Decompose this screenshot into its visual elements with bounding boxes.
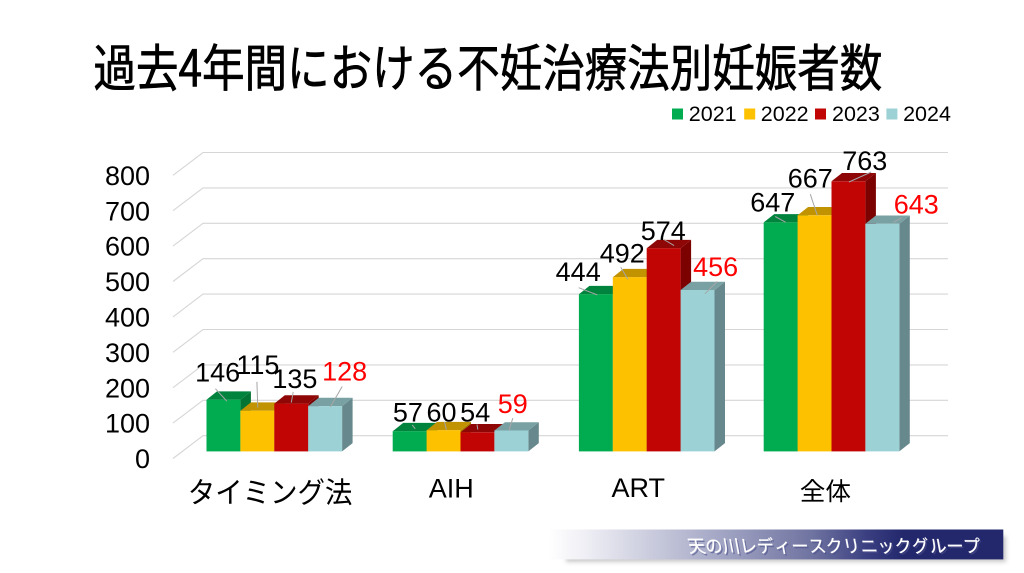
svg-text:128: 128 xyxy=(322,357,367,387)
svg-text:54: 54 xyxy=(460,398,490,428)
svg-text:300: 300 xyxy=(105,338,150,368)
svg-text:60: 60 xyxy=(426,398,456,428)
svg-text:456: 456 xyxy=(693,252,738,282)
svg-text:146: 146 xyxy=(195,358,240,388)
svg-text:100: 100 xyxy=(105,409,150,439)
svg-text:ART: ART xyxy=(612,473,666,503)
svg-text:115: 115 xyxy=(236,350,279,380)
svg-text:643: 643 xyxy=(894,189,939,219)
svg-text:2024: 2024 xyxy=(903,102,951,126)
svg-text:59: 59 xyxy=(498,389,528,419)
svg-text:800: 800 xyxy=(105,161,150,191)
svg-text:763: 763 xyxy=(842,146,887,176)
svg-text:492: 492 xyxy=(600,239,645,269)
svg-text:0: 0 xyxy=(135,444,150,474)
svg-text:647: 647 xyxy=(750,188,795,218)
svg-text:200: 200 xyxy=(105,373,150,403)
svg-text:400: 400 xyxy=(105,303,150,333)
svg-text:600: 600 xyxy=(105,232,150,262)
svg-text:135: 135 xyxy=(272,364,317,394)
svg-text:AIH: AIH xyxy=(429,473,474,503)
svg-text:2023: 2023 xyxy=(832,102,880,126)
svg-text:667: 667 xyxy=(788,164,833,194)
svg-text:574: 574 xyxy=(641,216,686,246)
svg-text:500: 500 xyxy=(105,267,150,297)
svg-text:2021: 2021 xyxy=(689,102,737,126)
svg-text:700: 700 xyxy=(105,196,150,226)
svg-text:57: 57 xyxy=(393,398,423,428)
svg-text:444: 444 xyxy=(556,257,601,287)
svg-text:2022: 2022 xyxy=(761,102,809,126)
